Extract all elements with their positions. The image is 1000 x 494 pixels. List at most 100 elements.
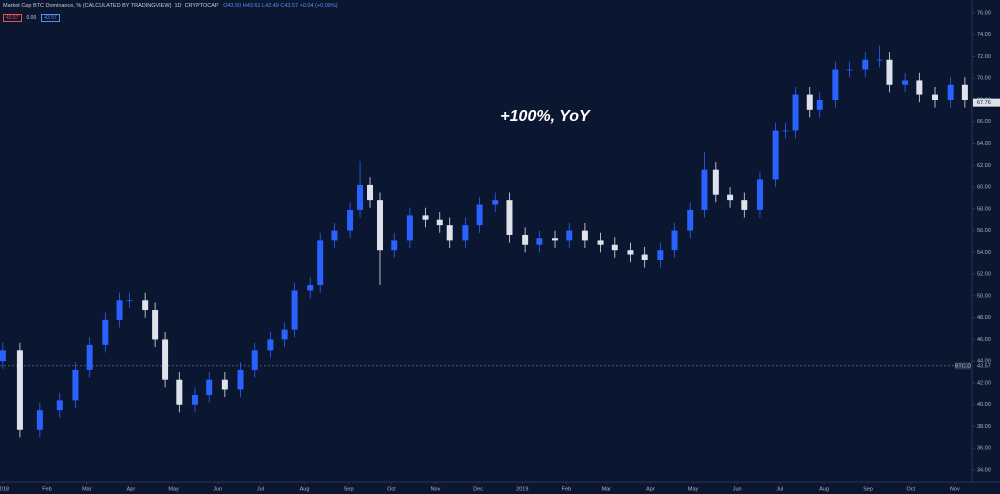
- candle-body: [846, 69, 853, 71]
- candle-body: [36, 410, 43, 430]
- candle-body: [552, 238, 559, 241]
- y-tick-label: 38.00: [977, 424, 991, 430]
- y-tick-label: 48.00: [977, 315, 991, 321]
- candle-body: [221, 379, 228, 390]
- candle-body: [436, 219, 443, 226]
- candle-body: [116, 300, 123, 320]
- x-tick-label: Aug: [300, 486, 310, 492]
- crosshair-price: 43.57: [977, 363, 991, 369]
- candle-body: [267, 339, 274, 351]
- y-tick-label: 66.00: [977, 119, 991, 125]
- x-tick-label: Sep: [344, 486, 354, 492]
- last-price-label: 67.76: [977, 100, 991, 106]
- candle-body: [947, 84, 954, 101]
- candle-body: [406, 215, 413, 241]
- candle-body: [611, 244, 618, 251]
- candle-body: [832, 69, 839, 101]
- candle-body: [581, 230, 588, 241]
- candle-body: [597, 240, 604, 245]
- candle-body: [492, 200, 499, 205]
- x-tick-label: May: [688, 486, 699, 492]
- candle-body: [446, 225, 453, 241]
- candle-body: [476, 204, 483, 226]
- candle-body: [162, 339, 169, 380]
- candle-body: [317, 240, 324, 286]
- candle-body: [331, 230, 338, 241]
- candle-body: [367, 184, 374, 201]
- x-tick-label: May: [168, 486, 179, 492]
- x-tick-label: Jul: [776, 486, 783, 492]
- x-tick-label: Jun: [213, 486, 222, 492]
- crosshair-badge: [955, 362, 971, 370]
- y-tick-label: 34.00: [977, 467, 991, 473]
- candle-body: [206, 379, 213, 395]
- x-tick-label: Aug: [819, 486, 829, 492]
- candle-body: [347, 209, 354, 231]
- candle-body: [422, 215, 429, 220]
- candle-body: [566, 230, 573, 241]
- y-tick-label: 58.00: [977, 206, 991, 212]
- candle-body: [792, 94, 799, 131]
- candle-body: [462, 225, 469, 241]
- candle-body: [357, 184, 364, 210]
- y-tick-label: 50.00: [977, 293, 991, 299]
- candle-body: [806, 94, 813, 110]
- y-tick-label: 46.00: [977, 337, 991, 343]
- candle-body: [741, 200, 748, 210]
- x-tick-label: Jul: [257, 486, 264, 492]
- x-tick-label: 2019: [516, 486, 528, 492]
- x-tick-label: Feb: [42, 486, 51, 492]
- candle-body: [251, 350, 258, 370]
- x-tick-label: Apr: [646, 486, 655, 492]
- candle-body: [56, 400, 63, 411]
- badge: 43.57: [41, 14, 60, 22]
- candle-body: [536, 238, 543, 245]
- annotation: +100%, YoY: [500, 108, 591, 125]
- y-tick-label: 74.00: [977, 32, 991, 38]
- candle-body: [701, 169, 708, 210]
- candle-body: [886, 59, 893, 85]
- candle-body: [102, 319, 109, 345]
- candle-body: [307, 285, 314, 291]
- x-tick-label: 2018: [0, 486, 9, 492]
- y-tick-label: 56.00: [977, 228, 991, 234]
- x-tick-label: Feb: [562, 486, 571, 492]
- x-tick-label: Nov: [431, 486, 441, 492]
- candle-body: [931, 94, 938, 101]
- y-tick-label: 54.00: [977, 250, 991, 256]
- y-tick-label: 60.00: [977, 185, 991, 191]
- candle-body: [961, 84, 968, 101]
- exchange: CRYPTOCAP: [184, 3, 219, 9]
- badges: 43.57 0.00 43.57: [3, 14, 63, 22]
- candle-body: [522, 234, 529, 245]
- candle-body: [142, 300, 149, 311]
- y-tick-label: 44.00: [977, 359, 991, 365]
- title: Market Cap BTC Dominance, % (CALCULATED …: [3, 3, 172, 9]
- y-tick-label: 52.00: [977, 272, 991, 278]
- last-price-bg: [973, 98, 1000, 107]
- y-tick-label: 76.00: [977, 10, 991, 16]
- interval: 1D: [174, 3, 182, 9]
- header: Market Cap BTC Dominance, % (CALCULATED …: [3, 3, 338, 9]
- candle-body: [657, 250, 664, 260]
- candle-body: [916, 80, 923, 95]
- candle-body: [641, 254, 648, 260]
- x-tick-label: Mar: [82, 486, 92, 492]
- y-tick-label: 72.00: [977, 54, 991, 60]
- candle-body: [72, 369, 79, 401]
- candle-body: [816, 100, 823, 110]
- x-tick-label: Jun: [733, 486, 742, 492]
- candle-body: [391, 240, 398, 251]
- x-tick-label: Oct: [907, 486, 916, 492]
- candle-body: [772, 130, 779, 180]
- candle-body: [237, 369, 244, 390]
- candle-body: [281, 329, 288, 340]
- candle-body: [0, 350, 6, 362]
- x-tick-label: Oct: [387, 486, 396, 492]
- candle-body: [862, 59, 869, 70]
- candle-body: [876, 59, 883, 61]
- crosshair-name: BTC.D: [955, 363, 972, 369]
- candle-body: [191, 394, 198, 405]
- candle-body: [902, 80, 909, 85]
